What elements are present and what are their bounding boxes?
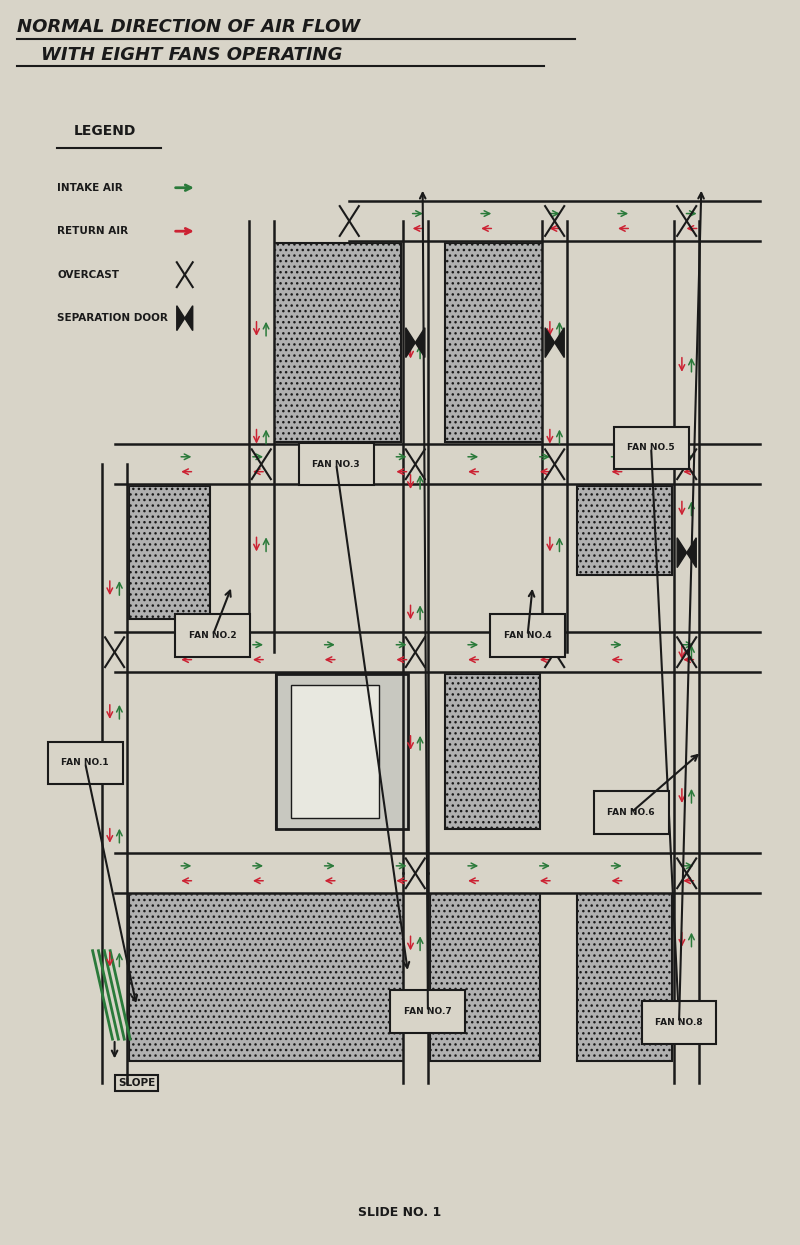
Polygon shape	[406, 327, 415, 357]
Polygon shape	[686, 538, 696, 568]
Text: FAN NO.3: FAN NO.3	[313, 459, 360, 468]
Text: FAN NO.4: FAN NO.4	[504, 631, 551, 640]
FancyBboxPatch shape	[490, 615, 565, 656]
FancyBboxPatch shape	[614, 427, 689, 469]
Polygon shape	[185, 306, 193, 331]
Text: WITH EIGHT FANS OPERATING: WITH EIGHT FANS OPERATING	[42, 46, 342, 63]
Polygon shape	[545, 327, 554, 357]
Text: FAN NO.6: FAN NO.6	[607, 808, 655, 817]
Bar	[269, 243, 401, 442]
Bar	[276, 675, 408, 829]
Bar	[445, 675, 540, 829]
FancyBboxPatch shape	[175, 615, 250, 656]
Text: FAN NO.1: FAN NO.1	[62, 758, 109, 767]
FancyBboxPatch shape	[298, 443, 374, 486]
Text: FAN NO.2: FAN NO.2	[189, 631, 237, 640]
Text: FAN NO.5: FAN NO.5	[627, 443, 675, 452]
Polygon shape	[554, 327, 564, 357]
Text: INTAKE AIR: INTAKE AIR	[57, 183, 123, 193]
FancyBboxPatch shape	[390, 990, 466, 1032]
Text: LEGEND: LEGEND	[74, 124, 136, 138]
Bar	[290, 685, 378, 818]
Text: SEPARATION DOOR: SEPARATION DOOR	[57, 314, 168, 324]
Polygon shape	[415, 327, 425, 357]
Bar	[276, 675, 408, 829]
FancyBboxPatch shape	[594, 792, 669, 834]
FancyBboxPatch shape	[642, 1001, 717, 1043]
Text: RETURN AIR: RETURN AIR	[57, 227, 128, 237]
Text: FAN NO.8: FAN NO.8	[655, 1018, 703, 1027]
Text: NORMAL DIRECTION OF AIR FLOW: NORMAL DIRECTION OF AIR FLOW	[18, 19, 361, 36]
Polygon shape	[177, 306, 185, 331]
Bar	[130, 884, 408, 1061]
Bar	[577, 487, 672, 575]
Bar	[430, 884, 540, 1061]
Text: OVERCAST: OVERCAST	[57, 270, 119, 280]
Text: FAN NO.7: FAN NO.7	[404, 1007, 452, 1016]
Bar	[445, 243, 547, 442]
Text: SLIDE NO. 1: SLIDE NO. 1	[358, 1206, 442, 1219]
Polygon shape	[677, 538, 686, 568]
FancyBboxPatch shape	[48, 742, 122, 784]
Text: SLOPE: SLOPE	[118, 1078, 155, 1088]
Bar	[577, 884, 672, 1061]
Bar	[130, 487, 210, 619]
